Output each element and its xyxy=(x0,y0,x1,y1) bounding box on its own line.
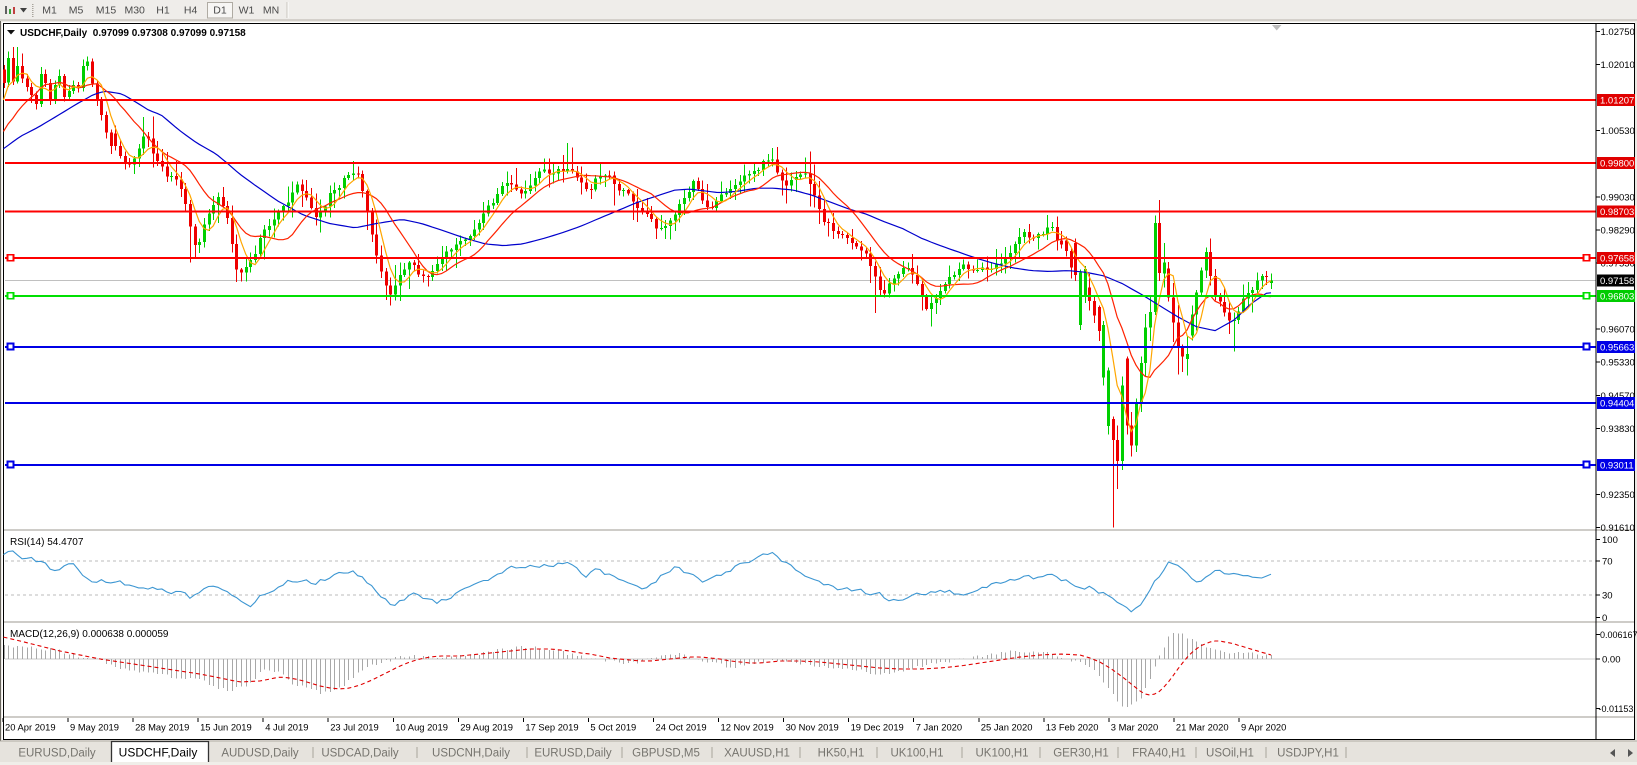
svg-text:13 Feb 2020: 13 Feb 2020 xyxy=(1046,722,1099,733)
svg-text:USDCHF,Daily 0.97099 0.97308: USDCHF,Daily 0.97099 0.97308 0.97099 0.9… xyxy=(20,28,246,39)
svg-text:0.93011: 0.93011 xyxy=(1600,461,1634,472)
svg-text:-0.01153: -0.01153 xyxy=(1599,704,1634,714)
svg-text:D1: D1 xyxy=(213,5,227,17)
svg-text:AUDUSD,Daily: AUDUSD,Daily xyxy=(221,748,299,760)
svg-text:0.91610: 0.91610 xyxy=(1601,523,1635,534)
svg-text:0.97658: 0.97658 xyxy=(1600,254,1634,265)
svg-text:15 Jun 2019: 15 Jun 2019 xyxy=(200,722,252,733)
svg-text:UK100,H1: UK100,H1 xyxy=(975,748,1028,760)
svg-text:12 Nov 2019: 12 Nov 2019 xyxy=(721,722,774,733)
svg-text:MN: MN xyxy=(263,5,279,17)
svg-text:9 Apr 2020: 9 Apr 2020 xyxy=(1241,722,1286,733)
svg-text:19 Dec 2019: 19 Dec 2019 xyxy=(851,722,904,733)
svg-text:USDCNH,Daily: USDCNH,Daily xyxy=(432,748,510,760)
svg-text:0.93830: 0.93830 xyxy=(1601,424,1635,435)
svg-text:25 Jan 2020: 25 Jan 2020 xyxy=(981,722,1033,733)
svg-text:24 Oct 2019: 24 Oct 2019 xyxy=(656,722,707,733)
svg-text:MACD(12,26,9) 0.000638 0.00005: MACD(12,26,9) 0.000638 0.000059 xyxy=(10,629,169,640)
svg-text:M30: M30 xyxy=(124,5,145,17)
svg-text:3 Mar 2020: 3 Mar 2020 xyxy=(1111,722,1158,733)
svg-text:USDCHF,Daily: USDCHF,Daily xyxy=(119,746,198,760)
svg-text:0.006167: 0.006167 xyxy=(1600,630,1637,640)
svg-text:30: 30 xyxy=(1602,590,1613,601)
svg-text:17 Sep 2019: 17 Sep 2019 xyxy=(525,722,578,733)
svg-text:EURUSD,Daily: EURUSD,Daily xyxy=(534,748,612,760)
svg-text:1.01207: 1.01207 xyxy=(1600,96,1634,107)
svg-text:GBPUSD,M5: GBPUSD,M5 xyxy=(632,748,700,760)
svg-text:0.00: 0.00 xyxy=(1602,655,1621,666)
svg-text:XAUUSD,H1: XAUUSD,H1 xyxy=(724,748,790,760)
svg-text:28 May 2019: 28 May 2019 xyxy=(135,722,189,733)
svg-text:0.99800: 0.99800 xyxy=(1600,158,1634,169)
svg-text:HK50,H1: HK50,H1 xyxy=(818,748,865,760)
svg-text:0.95663: 0.95663 xyxy=(1600,343,1634,354)
svg-text:23 Jul 2019: 23 Jul 2019 xyxy=(330,722,378,733)
svg-text:0.97158: 0.97158 xyxy=(1600,276,1634,287)
svg-text:USOil,H1: USOil,H1 xyxy=(1206,748,1254,760)
svg-text:1.02010: 1.02010 xyxy=(1601,60,1635,71)
svg-text:0.99030: 0.99030 xyxy=(1601,193,1635,204)
svg-text:0.98290: 0.98290 xyxy=(1601,226,1635,237)
svg-text:70: 70 xyxy=(1602,557,1613,568)
svg-text:20 Apr 2019: 20 Apr 2019 xyxy=(5,722,56,733)
svg-text:M5: M5 xyxy=(69,5,84,17)
svg-text:UK100,H1: UK100,H1 xyxy=(890,748,943,760)
svg-text:0.96070: 0.96070 xyxy=(1601,324,1635,335)
svg-text:0.92350: 0.92350 xyxy=(1601,490,1635,501)
svg-text:0.94404: 0.94404 xyxy=(1600,399,1634,410)
svg-text:0.94570: 0.94570 xyxy=(1601,391,1635,402)
svg-text:USDCAD,Daily: USDCAD,Daily xyxy=(321,748,399,760)
svg-text:GER30,H1: GER30,H1 xyxy=(1053,748,1109,760)
svg-text:7 Jan 2020: 7 Jan 2020 xyxy=(916,722,962,733)
svg-text:1.00530: 1.00530 xyxy=(1601,126,1635,137)
svg-text:RSI(14) 54.4707: RSI(14) 54.4707 xyxy=(10,537,84,548)
svg-text:9 May 2019: 9 May 2019 xyxy=(70,722,119,733)
svg-text:29 Aug 2019: 29 Aug 2019 xyxy=(460,722,513,733)
svg-text:0.96803: 0.96803 xyxy=(1600,292,1634,303)
svg-text:21 Mar 2020: 21 Mar 2020 xyxy=(1176,722,1229,733)
svg-text:M15: M15 xyxy=(96,5,117,17)
svg-text:EURUSD,Daily: EURUSD,Daily xyxy=(18,748,96,760)
svg-text:0.98703: 0.98703 xyxy=(1600,207,1634,218)
svg-text:M1: M1 xyxy=(42,5,57,17)
svg-text:0.95330: 0.95330 xyxy=(1601,357,1635,368)
svg-text:4 Jul 2019: 4 Jul 2019 xyxy=(265,722,308,733)
svg-text:0: 0 xyxy=(1602,613,1607,624)
svg-text:H1: H1 xyxy=(156,5,170,17)
svg-text:100: 100 xyxy=(1602,535,1618,546)
svg-text:10 Aug 2019: 10 Aug 2019 xyxy=(395,722,448,733)
svg-text:30 Nov 2019: 30 Nov 2019 xyxy=(786,722,839,733)
svg-text:H4: H4 xyxy=(184,5,198,17)
svg-text:1.02750: 1.02750 xyxy=(1601,27,1635,38)
svg-text:W1: W1 xyxy=(239,5,255,17)
svg-text:USDJPY,H1: USDJPY,H1 xyxy=(1277,748,1339,760)
svg-text:FRA40,H1: FRA40,H1 xyxy=(1132,748,1186,760)
svg-text:5 Oct 2019: 5 Oct 2019 xyxy=(590,722,636,733)
